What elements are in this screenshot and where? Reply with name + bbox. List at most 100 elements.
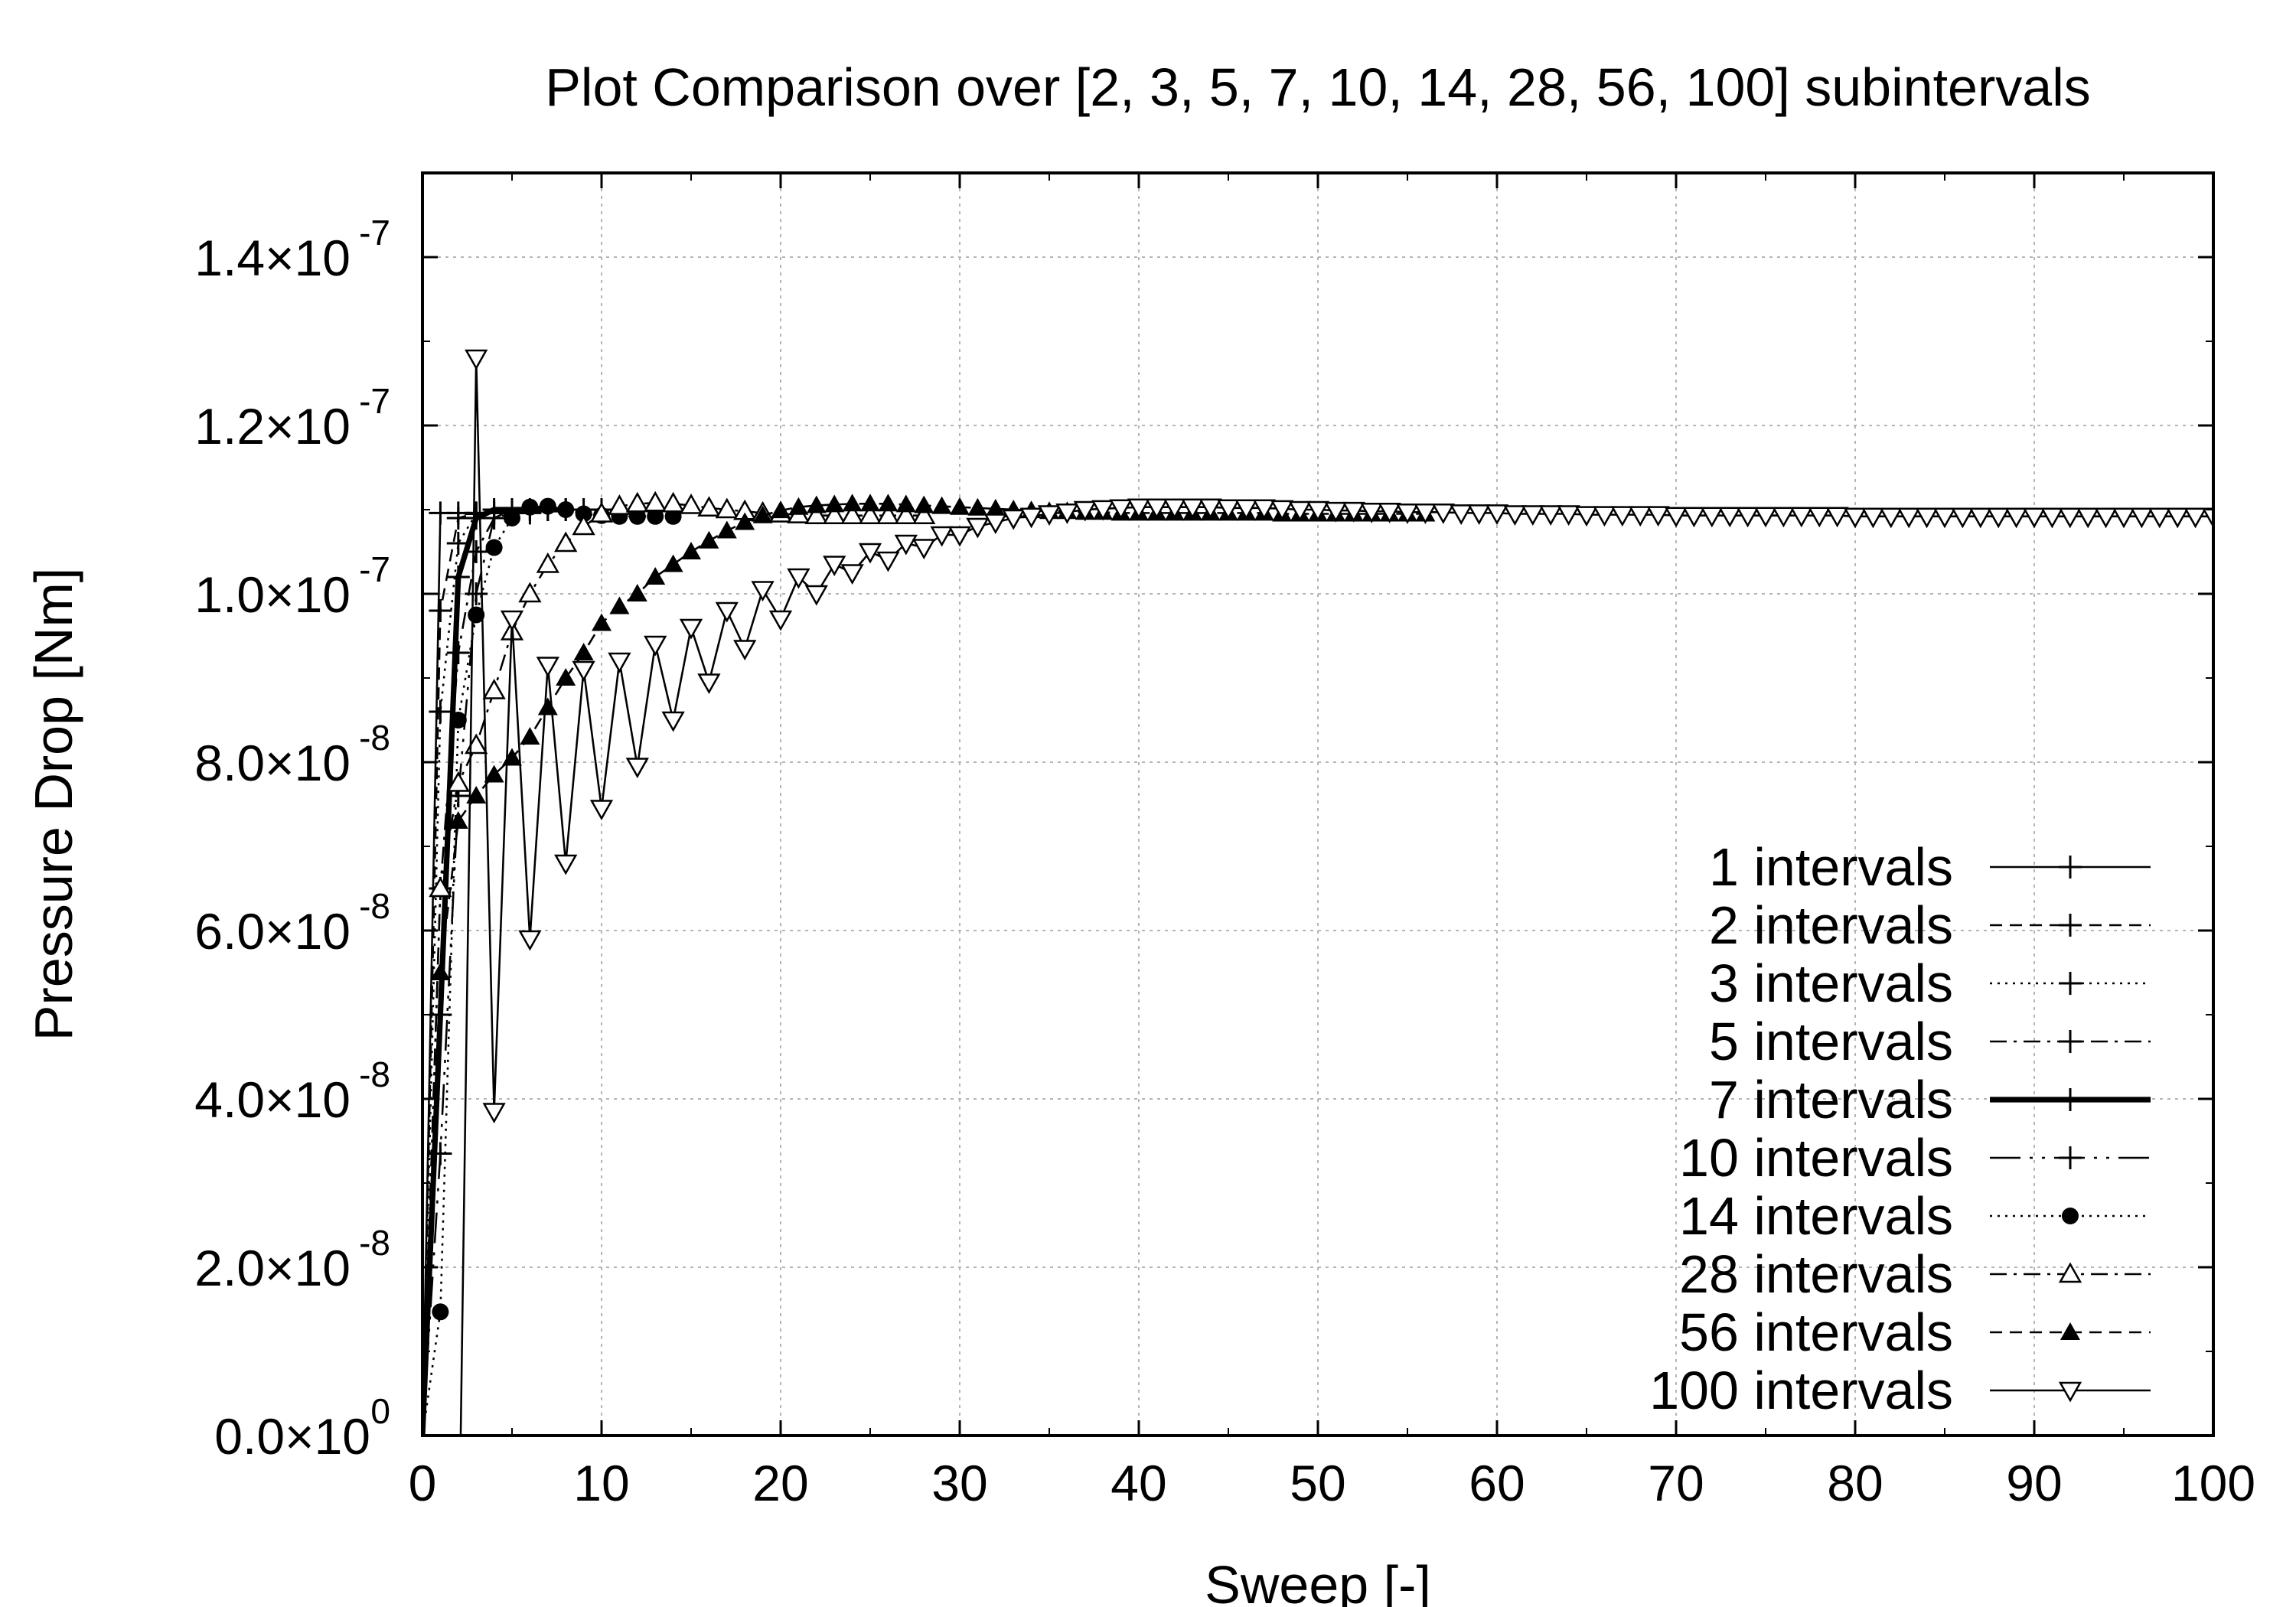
legend-marker	[2062, 1208, 2079, 1224]
series-point	[806, 495, 827, 513]
series-point	[931, 496, 952, 514]
series-point	[733, 640, 757, 661]
series-point	[1932, 507, 1957, 529]
series-point	[1431, 504, 1455, 524]
series-point	[1395, 504, 1420, 524]
series-point	[768, 610, 793, 631]
series-point	[947, 526, 972, 547]
series-point	[1700, 507, 1724, 528]
x-tick-label: 50	[1290, 1455, 1345, 1511]
series-point	[1485, 504, 1509, 525]
series-point	[429, 876, 452, 898]
y-tick-exponent: -8	[359, 1054, 390, 1094]
series-point	[520, 727, 540, 745]
x-tick-label: 10	[573, 1455, 629, 1511]
series-point	[1539, 505, 1563, 526]
series-point	[661, 711, 685, 732]
series-point	[1789, 507, 1813, 528]
legend-marker	[2058, 1381, 2082, 1403]
series-point	[966, 517, 990, 539]
series-point	[1521, 505, 1544, 526]
series-point	[446, 771, 470, 792]
series-point	[2183, 507, 2207, 529]
series-point	[482, 678, 506, 699]
legend-label: 56 intervals	[1679, 1302, 1953, 1362]
series-point	[1646, 506, 1670, 527]
series-point	[644, 491, 667, 512]
series-point	[627, 584, 647, 601]
series-point	[446, 566, 470, 588]
legend-label: 5 intervals	[1709, 1012, 1953, 1071]
series-point	[697, 496, 721, 517]
series-point	[1718, 507, 1742, 528]
series-point	[1252, 499, 1276, 520]
series-point	[715, 497, 739, 519]
series-point	[2076, 507, 2100, 529]
y-axis-label: Pressure Drop [Nm]	[24, 568, 83, 1041]
series-point	[575, 505, 592, 523]
series-point	[592, 613, 612, 631]
series-point	[840, 564, 864, 585]
series-point	[1270, 500, 1294, 521]
series-point	[679, 618, 703, 640]
series-point	[1288, 500, 1312, 522]
legend-item: 14 intervals	[1679, 1186, 2151, 1246]
legend-marker	[2059, 1146, 2082, 1169]
x-tick-label: 80	[1827, 1455, 1883, 1511]
series-point	[967, 497, 988, 516]
series-point	[1825, 507, 1849, 528]
series-point	[1414, 504, 1437, 524]
series-point	[1808, 507, 1831, 528]
series-point	[858, 543, 882, 564]
series-point	[465, 349, 488, 370]
series-point	[661, 491, 685, 513]
legend-label: 2 intervals	[1709, 895, 1953, 955]
series-point	[715, 601, 739, 623]
series-point	[1324, 501, 1348, 523]
series-point	[466, 786, 487, 804]
y-tick-mantissa: 2.0×10	[194, 1240, 351, 1296]
x-tick-label: 100	[2171, 1455, 2255, 1511]
legend-item: 28 intervals	[1679, 1244, 2151, 1304]
series-point	[716, 520, 737, 539]
legend-marker	[2059, 972, 2082, 995]
series-point	[482, 1103, 506, 1124]
y-tick-label: -86.0×10	[194, 886, 390, 960]
series-point	[840, 504, 864, 524]
legend-marker	[2058, 1262, 2082, 1283]
series-point	[697, 673, 721, 695]
series-point	[625, 491, 649, 513]
series-point	[608, 494, 631, 515]
y-tick-mantissa: 6.0×10	[194, 903, 351, 960]
y-tick-exponent: 0	[370, 1391, 390, 1431]
series-point	[430, 963, 451, 980]
series-point	[1861, 507, 1885, 529]
legend-item: 56 intervals	[1679, 1302, 2151, 1362]
legend-label: 10 intervals	[1679, 1128, 1953, 1188]
series-point	[1127, 498, 1151, 520]
series-point	[521, 498, 539, 516]
series-point	[735, 512, 755, 530]
x-tick-label: 70	[1648, 1455, 1704, 1511]
y-tick-mantissa: 4.0×10	[194, 1071, 351, 1128]
series-point	[914, 495, 934, 513]
series-point	[2004, 507, 2028, 529]
series-point	[429, 1003, 452, 1026]
series-point	[572, 514, 595, 536]
series-100-intervals	[422, 349, 2213, 1436]
y-tick-mantissa: 0.0×10	[214, 1408, 370, 1465]
y-tick-mantissa: 1.2×10	[194, 398, 351, 455]
series-point	[609, 596, 630, 614]
series-point	[429, 700, 452, 723]
series-point	[876, 551, 900, 572]
series-point	[1091, 500, 1115, 521]
series-point	[1360, 502, 1384, 523]
series-point	[860, 494, 880, 512]
series-point	[644, 635, 667, 657]
series-point	[823, 504, 846, 524]
series-point	[912, 539, 936, 560]
series-point	[679, 493, 703, 514]
series-point	[751, 581, 775, 602]
